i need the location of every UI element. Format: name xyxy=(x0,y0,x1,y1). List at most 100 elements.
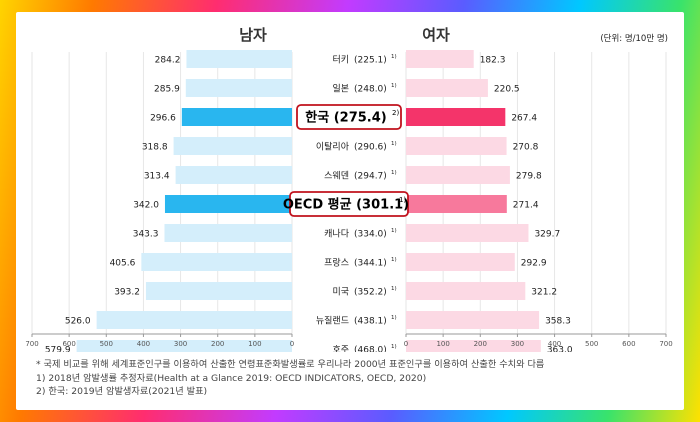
country-footnote-mark: 1) xyxy=(391,315,397,321)
country-footnote-mark: 1) xyxy=(391,257,397,263)
female-bar xyxy=(406,224,529,242)
tick-label-left: 700 xyxy=(25,340,38,348)
country-total: (352.2) xyxy=(354,288,387,298)
female-value-label: 182.3 xyxy=(480,56,506,66)
highlight-label: OECD 평균 (301.1) xyxy=(283,197,409,213)
male-value-label: 313.4 xyxy=(144,172,170,182)
female-bar xyxy=(406,282,526,300)
country-total: (225.1) xyxy=(354,56,387,66)
country-label: 터키 xyxy=(332,55,349,66)
female-bar xyxy=(406,50,474,68)
chart-card: 284.2 182.3 터키 (225.1) 1) 285.9 220.5 일본 (248.0)… xyxy=(16,12,684,410)
male-bar xyxy=(141,253,292,271)
female-value-label: 279.8 xyxy=(516,172,542,182)
country-total: (438.1) xyxy=(354,317,387,327)
female-value-label: 220.5 xyxy=(494,85,520,95)
male-value-label: 284.2 xyxy=(155,56,181,66)
country-total: (344.1) xyxy=(354,259,387,269)
country-label: 스웨덴 xyxy=(324,170,349,182)
male-value-label: 296.6 xyxy=(150,114,176,124)
female-value-label: 271.4 xyxy=(513,201,539,211)
male-bar xyxy=(145,282,292,300)
female-bar xyxy=(406,311,540,329)
tick-label-left: 300 xyxy=(174,340,187,348)
footnote: 1) 2018년 암발생률 추정자료(Health at a Glance 20… xyxy=(36,372,427,384)
female-bar xyxy=(406,79,488,97)
tick-label-right: 700 xyxy=(659,340,672,348)
male-bar xyxy=(76,340,292,352)
male-value-label: 318.8 xyxy=(142,143,168,153)
country-footnote-mark: 1) xyxy=(391,83,397,89)
country-total: (294.7) xyxy=(354,172,387,182)
right-header: 여자 xyxy=(422,26,450,44)
female-value-label: 321.2 xyxy=(531,288,557,298)
tick-label-right: 500 xyxy=(585,340,598,348)
country-total: (290.6) xyxy=(354,143,387,153)
country-label: 캐나다 xyxy=(324,229,350,240)
male-bar xyxy=(181,108,292,126)
tick-label-left: 400 xyxy=(137,340,150,348)
male-value-label: 285.9 xyxy=(154,85,180,95)
male-bar xyxy=(96,311,292,329)
male-value-label: 342.0 xyxy=(133,201,159,211)
tick-label-right: 100 xyxy=(436,340,449,348)
tick-label-left: 100 xyxy=(248,340,261,348)
highlight-footnote-mark: 1) xyxy=(399,196,406,204)
country-label: 프랑스 xyxy=(324,257,349,269)
highlight-box xyxy=(296,104,402,130)
axes: 700 600 500 400 300 200 100 0 0 100 200 300 400 500 60… xyxy=(25,333,673,348)
tick-label-right: 400 xyxy=(548,340,561,348)
left-header: 남자 xyxy=(239,26,267,44)
tick-label-right: 200 xyxy=(474,340,487,348)
female-bar xyxy=(406,340,541,352)
male-bar xyxy=(175,166,292,184)
incidence-bar-chart: 284.2 182.3 터키 (225.1) 1) 285.9 220.5 일본 (248.0)… xyxy=(25,26,673,352)
labels: 284.2 182.3 터키 (225.1) 1) 285.9 220.5 일본 (248.0)… xyxy=(45,54,573,352)
tick-label-left: 0 xyxy=(290,340,294,348)
country-label: 뉴질랜드 xyxy=(316,315,349,327)
male-bar xyxy=(186,50,292,68)
male-value-label: 405.6 xyxy=(110,259,136,269)
highlight-label: 한국 (275.4) xyxy=(305,110,386,126)
male-value-label: 579.9 xyxy=(45,346,71,353)
country-footnote-mark: 1) xyxy=(391,54,397,60)
female-value-label: 329.7 xyxy=(534,230,560,240)
female-bar xyxy=(406,108,506,126)
female-value-label: 270.8 xyxy=(513,143,539,153)
tick-label-left: 200 xyxy=(211,340,224,348)
country-total: (468.0) xyxy=(354,346,387,353)
country-footnote-mark: 1) xyxy=(391,286,397,292)
male-value-label: 526.0 xyxy=(65,317,91,327)
male-bar xyxy=(185,79,292,97)
male-bar xyxy=(173,137,292,155)
country-label: 이탈리아 xyxy=(316,142,350,153)
male-bar xyxy=(164,195,292,213)
country-footnote-mark: 1) xyxy=(391,170,397,176)
footnotes: * 국제 비교를 위해 세계표준인구를 이용하여 산출한 연령표준화발생률로 우… xyxy=(36,358,676,399)
country-label: 호주 xyxy=(332,345,349,353)
country-label: 미국 xyxy=(332,287,349,298)
country-total: (248.0) xyxy=(354,85,387,95)
tick-label-right: 300 xyxy=(511,340,524,348)
country-footnote-mark: 1) xyxy=(391,141,397,147)
male-value-label: 393.2 xyxy=(114,288,140,298)
female-bar xyxy=(406,253,515,271)
highlight-footnote-mark: 2) xyxy=(392,109,399,117)
tick-label-right: 600 xyxy=(622,340,635,348)
female-value-label: 363.0 xyxy=(547,346,573,353)
highlight-box xyxy=(289,191,409,217)
tick-label-left: 500 xyxy=(100,340,113,348)
female-value-label: 358.3 xyxy=(545,317,571,327)
country-total: (334.0) xyxy=(354,230,387,240)
male-bar xyxy=(164,224,292,242)
bars xyxy=(76,50,541,352)
tick-label-right: 0 xyxy=(404,340,408,348)
female-bar xyxy=(406,137,507,155)
footnote: 2) 한국: 2019년 암발생자료(2021년 발표) xyxy=(36,386,208,397)
female-value-label: 292.9 xyxy=(521,259,547,269)
female-bar xyxy=(406,195,507,213)
highlights: 한국 (275.4) 2)OECD 평균 (301.1)1) xyxy=(283,104,409,217)
tick-label-left: 600 xyxy=(62,340,75,348)
country-label: 일본 xyxy=(332,84,349,95)
country-footnote-mark: 1) xyxy=(391,228,397,234)
